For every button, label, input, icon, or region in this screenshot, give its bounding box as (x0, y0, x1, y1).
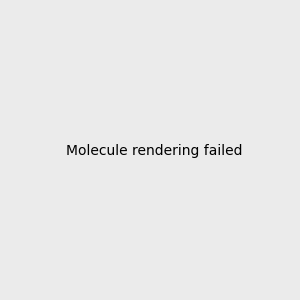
Text: Molecule rendering failed: Molecule rendering failed (65, 145, 242, 158)
